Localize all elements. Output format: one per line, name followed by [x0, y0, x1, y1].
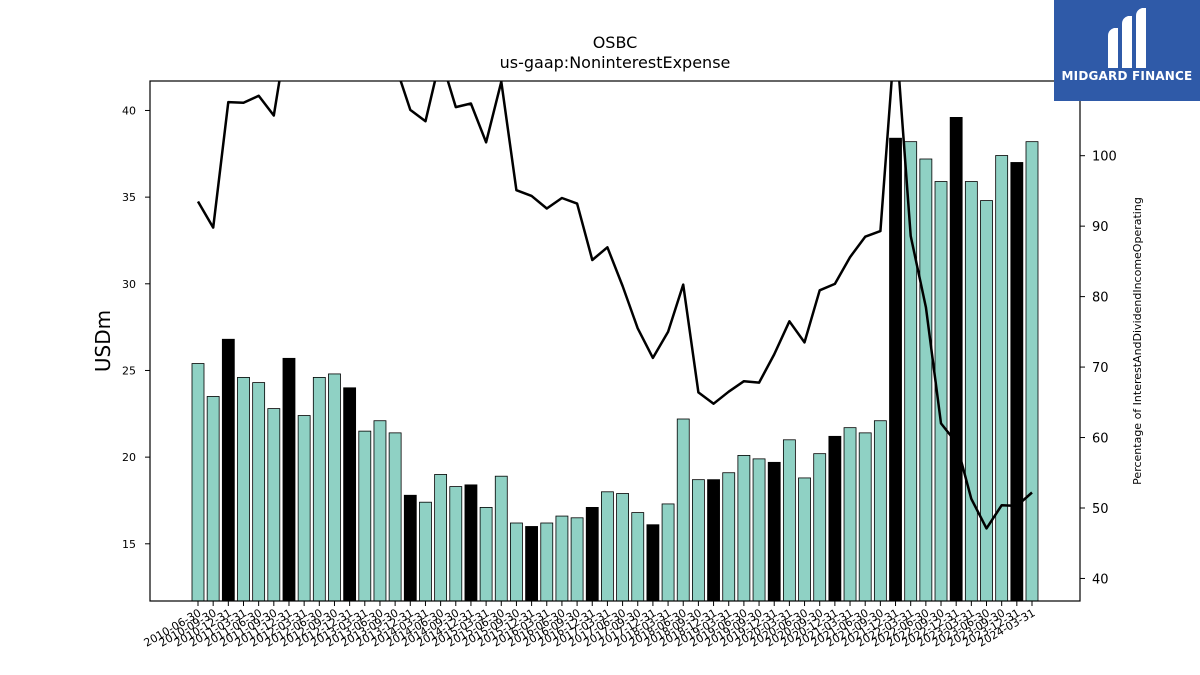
bar-2023-03-31 [964, 181, 978, 602]
y-tick-label: 25 [122, 364, 136, 377]
y-tick-label: 40 [122, 104, 136, 117]
bar-2018-09-30 [692, 479, 705, 602]
y2-tick-label: 90 [1092, 220, 1109, 235]
bar-2018-06-30 [676, 418, 690, 602]
bar-2020-03-31 [782, 439, 796, 602]
y2-tick-label: 50 [1092, 502, 1109, 517]
y-tick-label: 30 [122, 278, 136, 291]
y2-tick-label: 80 [1092, 291, 1109, 306]
chart-title: OSBC [593, 33, 638, 52]
bar-2012-06-30 [312, 376, 326, 602]
bar-2016-03-31 [540, 522, 554, 602]
bar-2019-12-31 [767, 461, 781, 602]
bar-2014-09-30 [449, 486, 463, 602]
bar-2022-03-31 [904, 141, 918, 602]
bar-2021-09-30 [873, 420, 887, 602]
bar-2011-09-30 [267, 408, 281, 602]
bar-2021-12-31 [889, 137, 902, 602]
bar-2024-03-31 [1025, 141, 1039, 602]
bar-2014-03-31 [419, 501, 432, 602]
bar-2023-09-30 [995, 155, 1009, 602]
y-axis-left: 15 20 25 30 35 40 [122, 104, 150, 551]
line-path [196, 81, 1033, 530]
bar-2021-06-30 [858, 432, 872, 602]
bar-2017-06-30 [616, 493, 629, 602]
bar-2015-06-30 [494, 475, 508, 602]
bar-2015-09-30 [510, 522, 523, 602]
y-axis-label: USDm [91, 310, 115, 372]
midgard-logo-icon [1108, 8, 1146, 68]
y2-tick-label: 40 [1092, 572, 1109, 587]
y2-tick-label: 100 [1092, 150, 1117, 165]
bar-2022-06-30 [919, 158, 933, 602]
bar-2013-09-30 [388, 432, 402, 602]
bar-2020-06-30 [798, 477, 811, 602]
bar-2022-12-31 [949, 117, 963, 602]
bar-2016-06-30 [555, 515, 569, 602]
bar-2010-12-31 [221, 338, 235, 602]
bar-2021-03-31 [843, 427, 857, 602]
bar-2019-06-30 [737, 454, 751, 602]
bar-2017-03-31 [601, 491, 614, 602]
plot-frame [149, 80, 1081, 602]
bar-2012-09-30 [328, 373, 341, 602]
y-tick-label: 20 [122, 451, 136, 464]
bar-2023-06-30 [980, 200, 993, 602]
bar-2013-06-30 [373, 420, 387, 602]
y2-axis-label: Percentage of InterestAndDividendIncomeO… [1131, 197, 1144, 485]
bar-2023-12-31 [1010, 162, 1024, 602]
bar-2020-12-31 [828, 435, 842, 602]
logo-text: MIDGARD FINANCE [1061, 69, 1193, 83]
bar-2017-12-31 [646, 524, 660, 602]
bar-2018-12-31 [707, 479, 720, 602]
y2-tick-label: 70 [1092, 361, 1109, 376]
bar-2011-12-31 [282, 357, 296, 602]
y-tick-label: 35 [122, 191, 136, 204]
bar-2017-09-30 [631, 512, 645, 602]
bar-2014-06-30 [434, 474, 448, 602]
bar-2013-03-31 [358, 430, 372, 602]
bar-2013-12-31 [403, 494, 417, 602]
x-axis: 2010-06-302010-09-302010-12-312011-03-31… [142, 601, 1038, 650]
bar-2012-03-31 [297, 415, 311, 602]
bar-2016-12-31 [585, 506, 599, 602]
line-series [196, 81, 1033, 530]
bar-2011-06-30 [252, 382, 266, 602]
bar-2020-09-30 [813, 453, 827, 602]
bar-2010-06-30 [191, 363, 205, 602]
chart-subtitle: us-gaap:NoninterestExpense [500, 53, 731, 72]
axes [149, 80, 1081, 602]
bar-2018-03-31 [661, 503, 675, 602]
bar-2016-09-30 [570, 517, 584, 602]
bar-2015-12-31 [525, 526, 538, 602]
bar-2019-09-30 [752, 458, 766, 602]
bar-2011-03-31 [237, 376, 250, 602]
bar-series [191, 117, 1039, 602]
bar-2015-03-31 [479, 506, 493, 602]
bar-2010-09-30 [206, 396, 220, 602]
y-axis-right: 40 50 60 70 80 90 100 [1080, 150, 1117, 587]
bar-2014-12-31 [464, 484, 478, 602]
y-tick-label: 15 [122, 538, 136, 551]
y2-tick-label: 60 [1092, 432, 1109, 447]
bar-2012-12-31 [343, 387, 357, 602]
bar-2019-03-31 [722, 472, 736, 602]
midgard-logo: MIDGARD FINANCE [1054, 0, 1200, 101]
